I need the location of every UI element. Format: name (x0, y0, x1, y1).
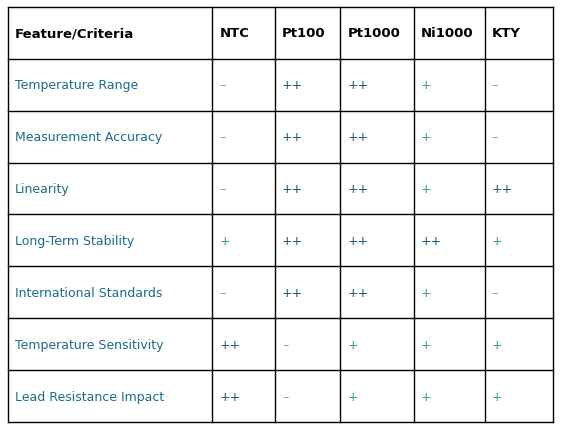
Text: –: – (492, 286, 498, 299)
Text: –: – (492, 131, 498, 144)
Text: ++: ++ (282, 79, 304, 92)
Text: Feature/Criteria: Feature/Criteria (15, 28, 134, 40)
Text: Pt100: Pt100 (282, 28, 326, 40)
Text: Pt1000: Pt1000 (347, 28, 401, 40)
Text: +: + (421, 183, 431, 196)
Text: ++: ++ (347, 79, 369, 92)
Text: –: – (282, 390, 288, 402)
Text: +: + (347, 390, 358, 402)
Text: ++: ++ (219, 338, 241, 351)
Text: ++: ++ (421, 234, 442, 247)
Text: –: – (219, 183, 226, 196)
Text: –: – (219, 131, 226, 144)
Text: ++: ++ (219, 390, 241, 402)
Text: ++: ++ (347, 131, 369, 144)
Text: –: – (219, 79, 226, 92)
Text: Temperature Range: Temperature Range (15, 79, 138, 92)
Text: +: + (421, 390, 431, 402)
Text: +: + (219, 234, 230, 247)
Text: +: + (421, 131, 431, 144)
Text: Measurement Accuracy: Measurement Accuracy (15, 131, 162, 144)
Text: +: + (492, 390, 503, 402)
Text: ++: ++ (282, 183, 304, 196)
Text: KTY: KTY (492, 28, 521, 40)
Text: Temperature Sensitivity: Temperature Sensitivity (15, 338, 163, 351)
Text: +: + (421, 79, 431, 92)
Text: International Standards: International Standards (15, 286, 162, 299)
Text: +: + (492, 338, 503, 351)
Text: –: – (492, 79, 498, 92)
Text: ++: ++ (282, 131, 304, 144)
Text: ++: ++ (282, 286, 304, 299)
Text: ++: ++ (282, 234, 304, 247)
Text: –: – (219, 286, 226, 299)
Text: ++: ++ (347, 286, 369, 299)
Text: ++: ++ (347, 234, 369, 247)
Text: ++: ++ (492, 183, 513, 196)
Text: Long-Term Stability: Long-Term Stability (15, 234, 134, 247)
Text: Linearity: Linearity (15, 183, 70, 196)
Text: Lead Resistance Impact: Lead Resistance Impact (15, 390, 164, 402)
Text: Ni1000: Ni1000 (421, 28, 473, 40)
Text: +: + (347, 338, 358, 351)
Text: NTC: NTC (219, 28, 249, 40)
Text: +: + (421, 286, 431, 299)
Text: –: – (282, 338, 288, 351)
Text: +: + (421, 338, 431, 351)
Text: ++: ++ (347, 183, 369, 196)
Text: +: + (492, 234, 503, 247)
